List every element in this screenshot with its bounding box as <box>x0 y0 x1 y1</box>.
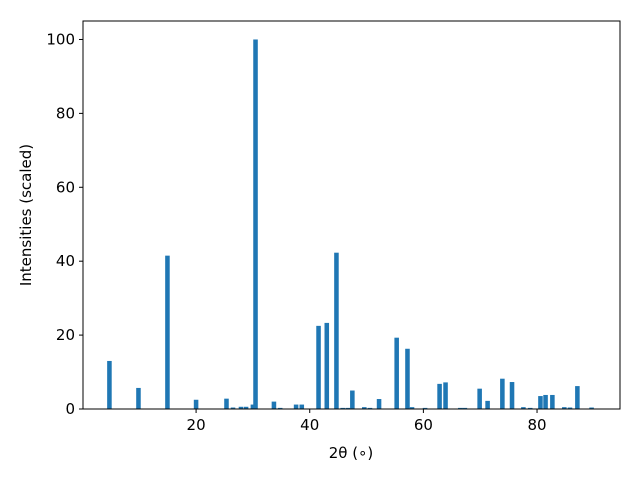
bar <box>562 407 567 409</box>
bar <box>405 348 410 409</box>
y-tick-label: 0 <box>65 400 75 418</box>
bar <box>394 337 399 409</box>
bar <box>136 387 141 409</box>
bar <box>224 398 229 409</box>
bar <box>253 39 258 409</box>
bar <box>521 407 526 409</box>
y-tick-label: 80 <box>56 104 75 122</box>
x-tick-label: 80 <box>527 416 546 434</box>
bar <box>334 252 339 409</box>
bar <box>477 388 482 409</box>
bar <box>243 406 249 409</box>
bar <box>422 407 428 409</box>
x-tick-label: 60 <box>414 416 433 434</box>
bar <box>107 360 112 409</box>
bar <box>238 406 244 409</box>
bar <box>527 407 533 409</box>
bar <box>350 390 355 409</box>
bar <box>271 401 277 409</box>
bar <box>250 404 256 409</box>
bar <box>575 386 580 409</box>
bar <box>543 394 548 409</box>
bar <box>500 378 505 409</box>
bar <box>458 407 463 409</box>
bar <box>293 404 299 409</box>
bar <box>193 399 199 409</box>
bar <box>376 399 382 409</box>
bar <box>299 404 305 409</box>
bar <box>345 407 351 409</box>
x-tick-label: 40 <box>300 416 319 434</box>
bar <box>443 382 448 409</box>
bar <box>340 407 345 409</box>
x-axis-label: 2θ (∘) <box>329 444 374 462</box>
bar <box>509 382 515 409</box>
bar <box>485 400 490 409</box>
bar <box>316 325 321 409</box>
y-tick-label: 100 <box>46 30 75 48</box>
y-tick-label: 60 <box>56 178 75 196</box>
bar <box>538 396 543 409</box>
plot-frame <box>82 20 621 410</box>
bar <box>324 322 330 409</box>
bar <box>567 407 573 409</box>
bar <box>367 407 373 409</box>
bar <box>362 407 367 409</box>
bar <box>462 407 468 409</box>
y-tick-label: 20 <box>56 326 75 344</box>
bar <box>230 407 236 409</box>
bar <box>165 255 170 409</box>
bar <box>277 407 283 409</box>
y-tick-label: 40 <box>56 252 75 270</box>
y-axis-label: Intensities (scaled) <box>17 144 35 286</box>
bar <box>437 383 442 409</box>
bar <box>550 394 555 409</box>
bar <box>589 407 594 409</box>
x-tick-label: 20 <box>187 416 206 434</box>
bar <box>409 407 415 409</box>
